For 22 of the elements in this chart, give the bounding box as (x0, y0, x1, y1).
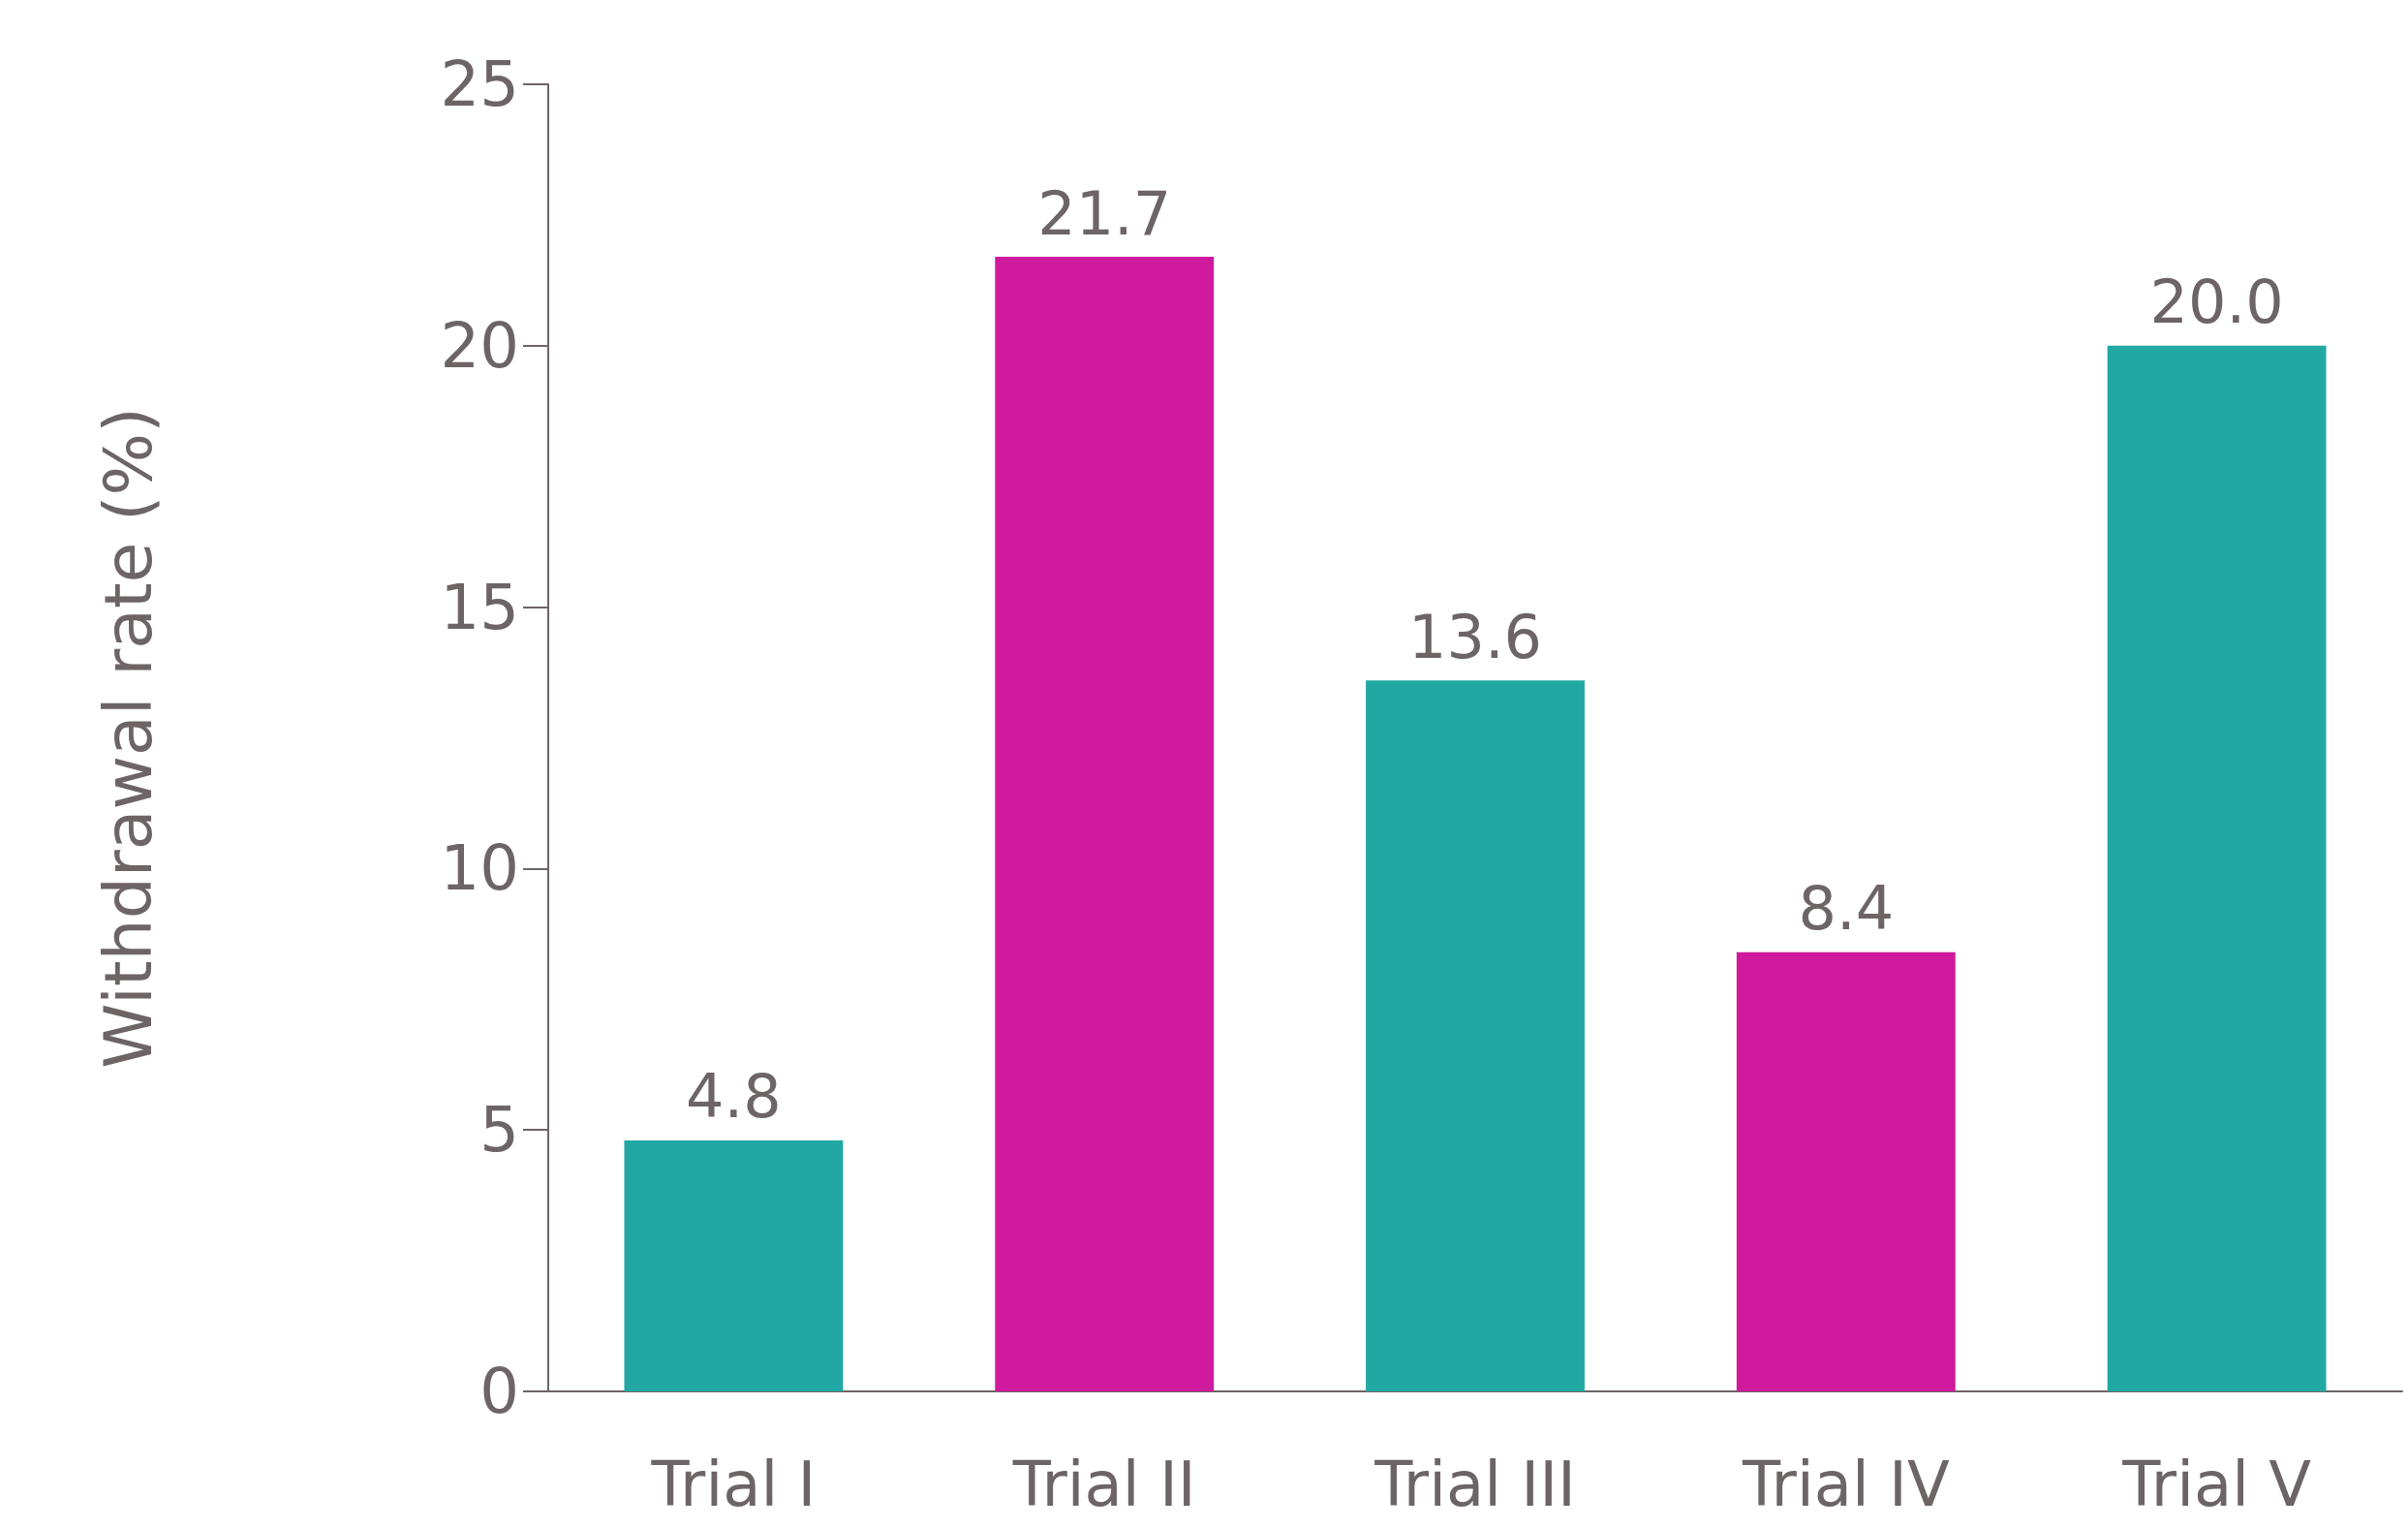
y-tick-label: 25 (440, 48, 519, 120)
x-tick-label: Trial IV (1741, 1449, 1950, 1520)
y-tick-label: 20 (440, 309, 519, 382)
data-label: 21.7 (1037, 177, 1172, 249)
x-tick-label: Trial V (2121, 1449, 2312, 1520)
x-tick-label: Trial II (1011, 1449, 1196, 1520)
bar (624, 1139, 844, 1391)
bar (995, 257, 1215, 1391)
y-tick-label: 10 (440, 832, 519, 905)
bar (1366, 680, 1585, 1391)
data-label: 8.4 (1798, 873, 1895, 945)
y-tick-label: 0 (479, 1356, 519, 1427)
bar (1736, 951, 1956, 1391)
y-tick-label: 15 (440, 571, 519, 643)
bar (2107, 345, 2327, 1391)
data-label: 13.6 (1407, 601, 1543, 672)
y-tick-label: 5 (479, 1094, 519, 1167)
x-tick-label: Trial I (650, 1449, 817, 1520)
data-label: 4.8 (686, 1061, 782, 1133)
x-tick-label: Trial III (1374, 1449, 1576, 1520)
data-label: 20.0 (2149, 266, 2284, 338)
y-axis-title: Withdrawal rate (%) (89, 407, 167, 1069)
